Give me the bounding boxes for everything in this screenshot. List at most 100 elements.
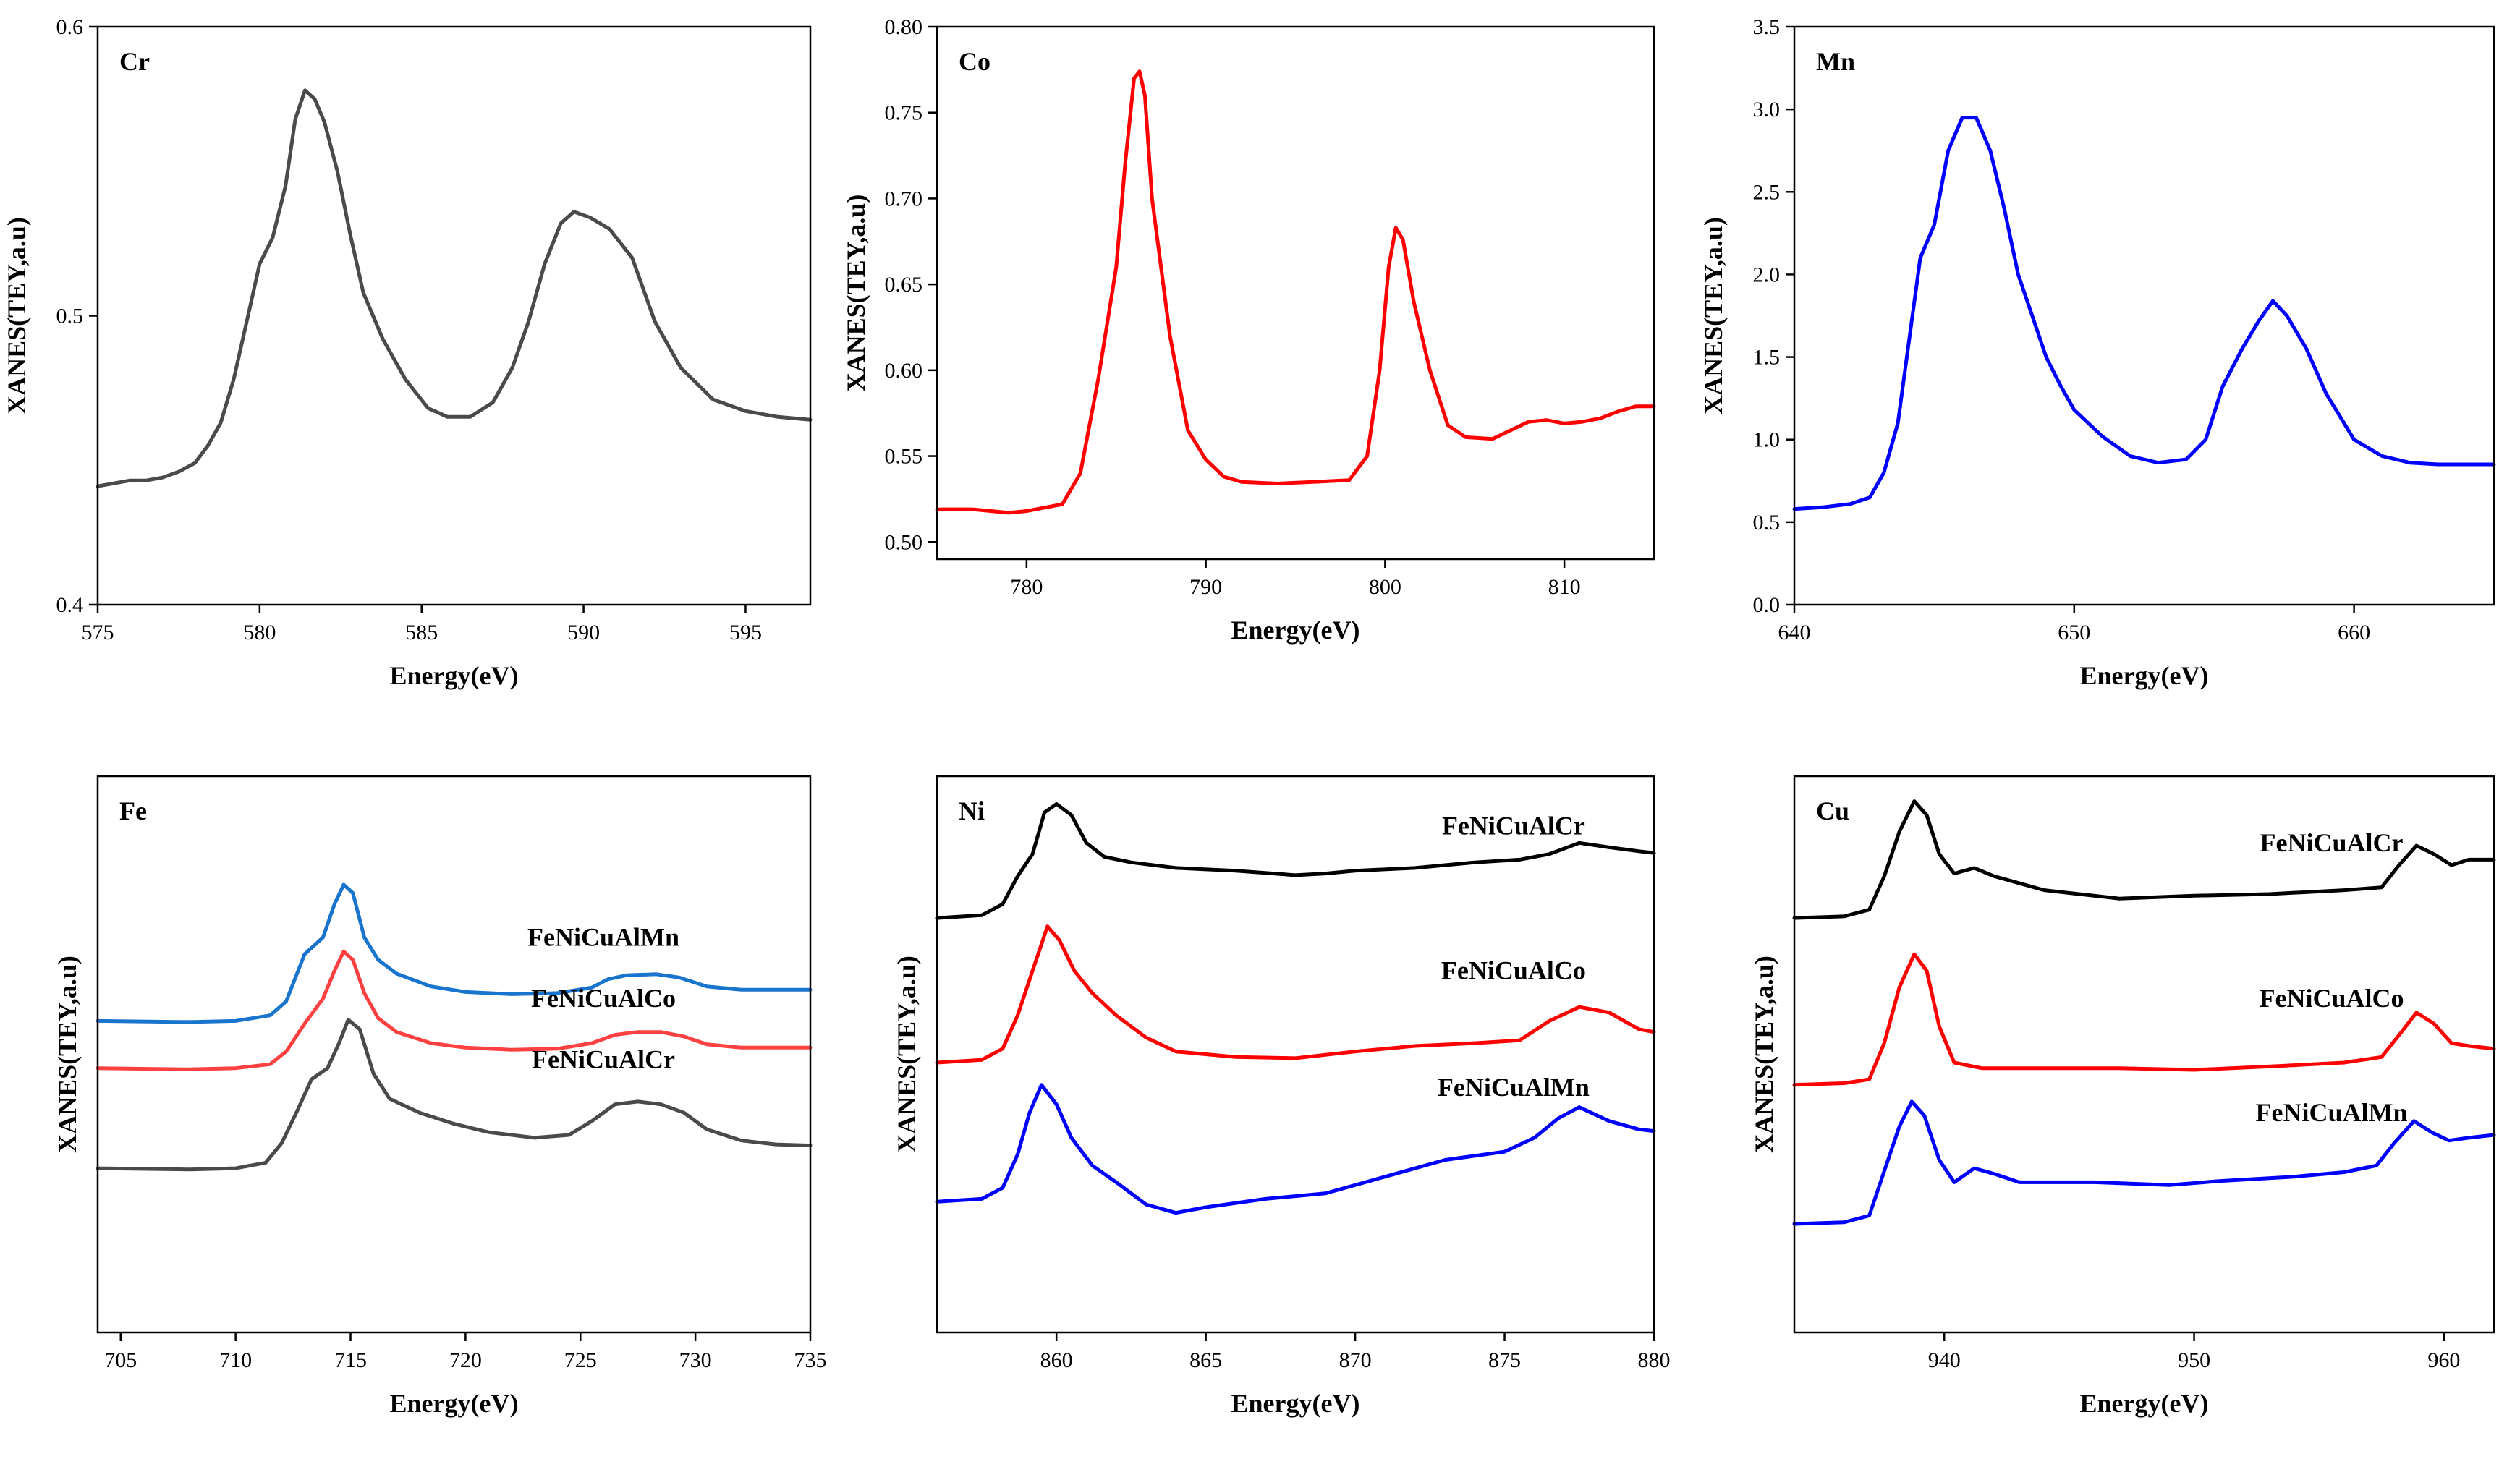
- co-ytick-label: 0.70: [885, 187, 923, 210]
- cr-xtick-label: 580: [243, 621, 276, 645]
- ni-series-label-fenicualmn: FeNiCuAlMn: [1438, 1073, 1590, 1102]
- cr-panel-label: Cr: [119, 47, 150, 76]
- chart-mn: 640 650 660 0.0 0.5 1.0 1.5 2.0 2.5 3.0 3.5 Energy(…: [1699, 15, 2496, 690]
- mn-y-axis-title: XANES(TEY,a.u): [1699, 217, 1728, 414]
- ni-xtick-label: 865: [1189, 1348, 1222, 1372]
- co-axes-frame: [936, 25, 1655, 561]
- fe-xtick-label: 715: [334, 1348, 367, 1372]
- cu-series-label-fenicualco: FeNiCuAlCo: [2260, 984, 2404, 1013]
- mn-ytick-label: 1.5: [1753, 346, 1781, 370]
- mn-ytick-label: 1.0: [1753, 428, 1781, 452]
- ni-x-axis-title: Energy(eV): [1231, 1389, 1360, 1418]
- fe-xtick-label: 705: [104, 1348, 137, 1372]
- cu-xtick-label: 960: [2427, 1348, 2460, 1372]
- fe-xtick-label: 710: [219, 1348, 252, 1372]
- fe-series-label-fenicualcr: FeNiCuAlCr: [532, 1045, 675, 1074]
- fe-series-fenicualcr: [96, 1018, 813, 1172]
- panel-co: 780 790 800 810 0.50 0.55 0.60 0.65 0.70 0.75 0.80…: [840, 0, 1680, 731]
- mn-xtick-label: 640: [1778, 621, 1811, 645]
- panel-cr: 575 580 585 590 595 0.4 0.5 0.6 Energy(eV) XANES(…: [0, 0, 840, 731]
- fe-series-fenicualco: [96, 949, 813, 1071]
- cr-series-cr: [96, 88, 813, 488]
- mn-ytick-label: 3.0: [1753, 98, 1781, 122]
- co-xtick-label: 780: [1010, 575, 1043, 599]
- ni-series-label-fenicualco: FeNiCuAlCo: [1441, 956, 1586, 985]
- co-ytick-label: 0.75: [885, 101, 923, 125]
- fe-xtick-label: 735: [794, 1348, 827, 1372]
- mn-series-mn: [1792, 116, 2496, 511]
- mn-axes-frame: [1793, 25, 2495, 606]
- panel-fe: 705 710 715 720 725 730 735 Energy(eV) XANES(TEY…: [0, 728, 840, 1459]
- cu-series-fenicualmn: [1792, 1099, 2496, 1226]
- chart-cr: 575 580 585 590 595 0.4 0.5 0.6 Energy(eV) XANES(…: [2, 15, 813, 690]
- cr-ytick-label: 0.6: [56, 15, 84, 39]
- cr-xtick-label: 595: [729, 621, 762, 645]
- cr-xtick-label: 590: [567, 621, 600, 645]
- ni-xtick-label: 875: [1488, 1348, 1521, 1372]
- cr-xtick-label: 585: [405, 621, 438, 645]
- ni-series-label-fenicualcr: FeNiCuAlCr: [1442, 812, 1585, 841]
- mn-ytick-label: 0.0: [1753, 593, 1781, 617]
- cr-x-axis-title: Energy(eV): [390, 661, 519, 690]
- mn-ytick-label: 2.5: [1753, 180, 1781, 204]
- fe-xtick-label: 720: [449, 1348, 482, 1372]
- co-xtick-label: 810: [1548, 575, 1581, 599]
- ni-xtick-label: 870: [1339, 1348, 1372, 1372]
- fe-panel-label: Fe: [119, 796, 147, 825]
- cr-ytick-label: 0.5: [56, 305, 84, 328]
- co-xtick-label: 790: [1189, 575, 1222, 599]
- ni-series-fenicualco: [935, 924, 1656, 1065]
- mn-panel-label: Mn: [1816, 47, 1855, 76]
- cu-series-fenicualco: [1792, 952, 2496, 1087]
- cu-series-fenicualcr: [1792, 799, 2496, 920]
- mn-xtick-label: 650: [2058, 621, 2090, 645]
- co-ytick-label: 0.80: [885, 15, 923, 39]
- co-ytick-label: 0.55: [885, 445, 923, 469]
- co-ytick-label: 0.65: [885, 273, 923, 297]
- ni-y-axis-title: XANES(TEY,a.u): [892, 956, 921, 1153]
- cu-series-label-fenicualcr: FeNiCuAlCr: [2260, 828, 2404, 857]
- cu-panel-label: Cu: [1816, 796, 1849, 825]
- fe-xtick-label: 730: [679, 1348, 712, 1372]
- panel-mn: 640 650 660 0.0 0.5 1.0 1.5 2.0 2.5 3.0 3.5 Energy(…: [1680, 0, 2520, 731]
- co-ytick-label: 0.50: [885, 530, 923, 554]
- cr-xtick-label: 575: [82, 621, 114, 645]
- cu-xtick-label: 950: [2178, 1348, 2210, 1372]
- chart-ni: 860 865 870 875 880 Energy(eV) XANES(TEY,a.u) N…: [892, 775, 1671, 1418]
- mn-ytick-label: 3.5: [1753, 15, 1781, 39]
- ni-xtick-label: 880: [1638, 1348, 1671, 1372]
- fe-x-axis-title: Energy(eV): [390, 1389, 519, 1418]
- panel-ni: 860 865 870 875 880 Energy(eV) XANES(TEY,a.u) N…: [840, 728, 1680, 1459]
- chart-co: 780 790 800 810 0.50 0.55 0.60 0.65 0.70 0.75 0.80…: [841, 15, 1656, 645]
- fe-xtick-label: 725: [564, 1348, 597, 1372]
- ni-series-fenicualmn: [935, 1083, 1656, 1215]
- cu-y-axis-title: XANES(TEY,a.u): [1749, 956, 1778, 1153]
- cu-series-label-fenicualmn: FeNiCuAlMn: [2256, 1098, 2408, 1127]
- fe-series-fenicualmn: [96, 882, 813, 1024]
- chart-cu: 940 950 960 Energy(eV) XANES(TEY,a.u) Cu FeNiC…: [1749, 775, 2496, 1418]
- ni-axes-frame: [936, 775, 1655, 1334]
- cu-xtick-label: 940: [1928, 1348, 1961, 1372]
- co-y-axis-title: XANES(TEY,a.u): [841, 195, 870, 392]
- co-series-co: [935, 69, 1656, 515]
- co-xtick-label: 800: [1369, 575, 1401, 599]
- mn-x-axis-title: Energy(eV): [2080, 661, 2209, 690]
- mn-xtick-label: 660: [2338, 621, 2370, 645]
- cu-axes-frame: [1793, 775, 2495, 1334]
- co-ytick-label: 0.60: [885, 359, 923, 383]
- ni-panel-label: Ni: [959, 796, 985, 825]
- fe-y-axis-title: XANES(TEY,a.u): [53, 956, 82, 1153]
- ni-xtick-label: 860: [1040, 1348, 1073, 1372]
- cr-axes-frame: [96, 25, 812, 606]
- co-x-axis-title: Energy(eV): [1231, 616, 1360, 645]
- cr-y-axis-title: XANES(TEY,a.u): [2, 217, 31, 414]
- fe-series-label-fenicualco: FeNiCuAlCo: [531, 984, 676, 1013]
- fe-series-label-fenicualmn: FeNiCuAlMn: [527, 923, 679, 952]
- chart-fe: 705 710 715 720 725 730 735 Energy(eV) XANES(TEY…: [53, 775, 827, 1418]
- cu-x-axis-title: Energy(eV): [2080, 1389, 2209, 1418]
- ni-series-fenicualcr: [935, 802, 1656, 920]
- fe-axes-frame: [96, 775, 812, 1334]
- co-panel-label: Co: [959, 47, 990, 76]
- panel-cu: 940 950 960 Energy(eV) XANES(TEY,a.u) Cu FeNiC…: [1680, 728, 2520, 1459]
